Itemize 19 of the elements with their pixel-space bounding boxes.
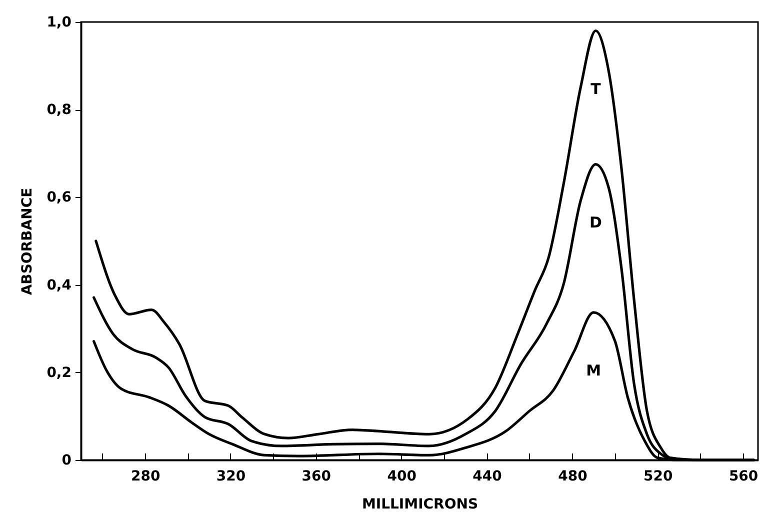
x-axis-title: MILLIMICRONS (362, 496, 478, 512)
x-tick-label: 320 (216, 468, 246, 484)
x-tick-label: 280 (130, 468, 160, 484)
y-tick-label: 0,2 (46, 364, 72, 381)
y-tick-label: 0,4 (46, 277, 72, 294)
x-tick-label: 520 (644, 468, 673, 484)
x-tick-label: 360 (302, 468, 332, 484)
y-tick-label: 0,8 (46, 102, 72, 118)
y-axis-title: ABSORBANCE (20, 188, 36, 296)
y-tick-label: 0 (62, 452, 72, 468)
y-tick-label: 0,6 (46, 190, 72, 206)
x-tick-label: 440 (472, 468, 502, 484)
x-tick-label: 400 (387, 468, 417, 484)
x-tick-label: 560 (728, 468, 758, 484)
series-label: D (589, 213, 602, 232)
series-label: M (586, 361, 602, 380)
y-tick-label: 1,0 (46, 14, 72, 30)
x-tick-label: 480 (558, 468, 588, 484)
series-label: T (590, 80, 602, 98)
